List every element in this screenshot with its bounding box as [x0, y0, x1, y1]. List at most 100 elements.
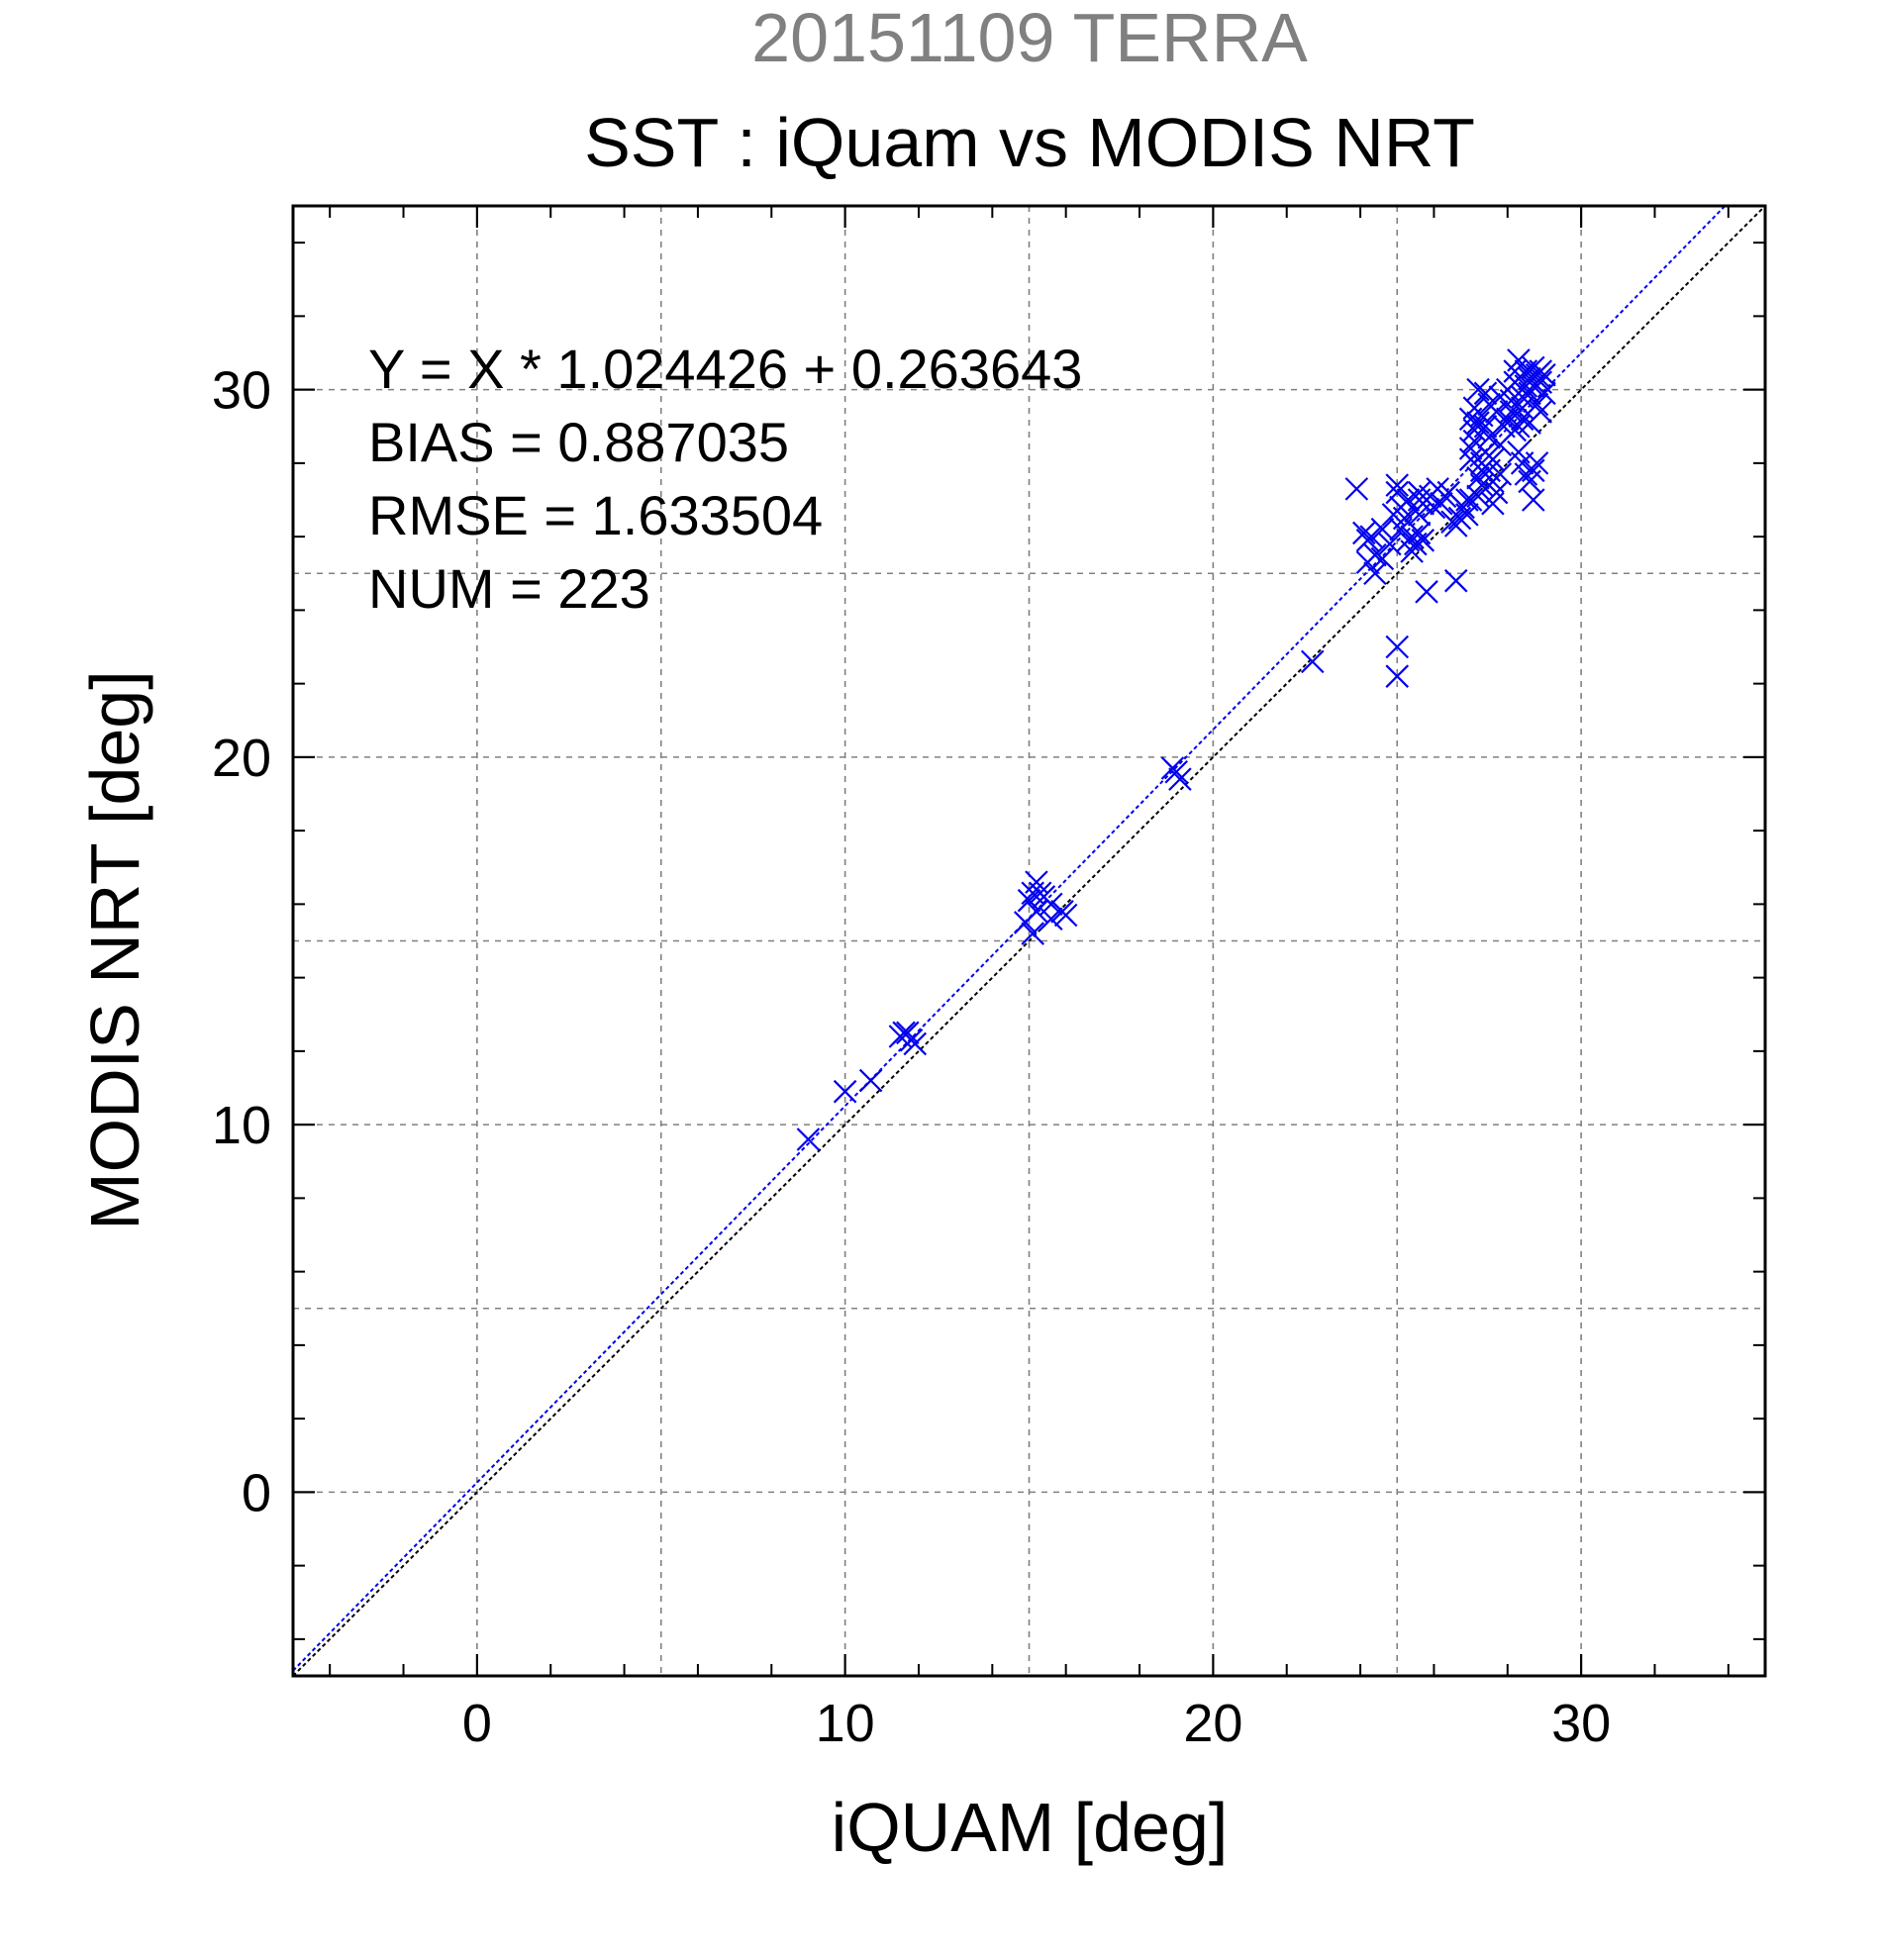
data-point-stroke-b: [903, 1031, 928, 1056]
data-point-stroke-b: [1481, 491, 1505, 516]
data-point: [1525, 451, 1549, 475]
data-point: [1363, 561, 1387, 586]
data-point: [1510, 396, 1534, 420]
tick-labels: 0 10 20 30 0 10 20 30: [212, 361, 1611, 1753]
data-point-stroke-b: [1385, 473, 1410, 497]
data-point-stroke-b: [1507, 440, 1531, 464]
data-point: [1370, 517, 1395, 541]
data-point: [1021, 922, 1044, 945]
data-point-stroke-b: [1533, 362, 1556, 387]
data-point: [1407, 521, 1432, 545]
data-point: [1378, 532, 1402, 556]
data-point: [1466, 377, 1490, 402]
x-tick-label: 20: [1183, 1694, 1242, 1753]
data-point: [1518, 411, 1541, 435]
data-point: [1469, 403, 1494, 428]
data-point-stroke-b: [1164, 759, 1188, 784]
data-point-stroke-b: [1522, 458, 1545, 483]
data-point: [833, 1079, 857, 1104]
plot-frame: [291, 204, 1767, 1678]
y-tick-label: 0: [242, 1463, 271, 1522]
data-point: [1407, 503, 1432, 527]
data-point-stroke-b: [1032, 885, 1056, 909]
data-point-stroke-b: [1363, 561, 1387, 586]
data-point-stroke-b: [1407, 521, 1432, 545]
data-point-stroke-b: [1477, 426, 1501, 449]
data-point-stroke-b: [1385, 664, 1410, 688]
data-point: [1443, 568, 1468, 593]
data-point: [1522, 488, 1545, 512]
data-point: [1522, 355, 1545, 380]
data-point-stroke-b: [1477, 458, 1501, 483]
data-point: [1458, 437, 1483, 460]
data-point-stroke-b: [1466, 411, 1490, 435]
minor-ticks: [293, 206, 1765, 1676]
data-point-stroke-b: [1525, 451, 1549, 475]
data-point-stroke-b: [1363, 542, 1387, 567]
data-point-stroke-b: [1396, 488, 1421, 512]
data-point: [1352, 521, 1376, 545]
data-point-stroke-b: [1025, 870, 1048, 894]
data-point-stroke-b: [896, 1021, 920, 1045]
stats-bias: BIAS = 0.887035: [368, 411, 789, 473]
stats-box: Y = X * 1.024426 + 0.263643 BIAS = 0.887…: [368, 338, 1082, 620]
chart-subtitle: SST : iQuam vs MODIS NRT: [584, 104, 1475, 181]
data-point: [1025, 900, 1048, 924]
y-tick-label: 10: [212, 1096, 271, 1155]
data-point-stroke-b: [1370, 546, 1395, 571]
data-point: [1533, 381, 1556, 406]
data-point: [1473, 381, 1498, 406]
data-point: [1533, 362, 1556, 387]
data-point: [1411, 529, 1436, 552]
data-point: [1458, 488, 1483, 512]
data-point-stroke-b: [1510, 407, 1534, 432]
data-point-stroke-b: [1436, 480, 1461, 505]
data-point: [1522, 458, 1545, 483]
data-point-stroke-b: [1518, 411, 1541, 435]
data-point-stroke-b: [1462, 429, 1487, 453]
data-point-stroke-b: [1533, 381, 1556, 406]
data-point-stroke-b: [1507, 348, 1531, 372]
data-point-stroke-b: [1385, 480, 1410, 505]
data-point: [1053, 903, 1078, 928]
data-point-stroke-b: [1411, 529, 1436, 552]
data-point-stroke-b: [1522, 355, 1545, 380]
data-point: [1370, 546, 1395, 571]
y-axis-label: MODIS NRT [deg]: [76, 670, 153, 1229]
data-point-stroke-b: [1040, 907, 1063, 931]
x-tick-label: 30: [1551, 1694, 1611, 1753]
data-point-stroke-b: [1430, 491, 1453, 516]
data-point: [1488, 462, 1513, 486]
data-point: [858, 1068, 883, 1093]
data-point: [1385, 480, 1410, 505]
data-point: [1032, 885, 1056, 909]
data-point-stroke-b: [1455, 503, 1479, 527]
data-point-stroke-b: [858, 1068, 883, 1093]
data-point: [1507, 348, 1531, 372]
data-point-stroke-b: [1466, 377, 1490, 402]
data-point-stroke-b: [796, 1127, 821, 1151]
data-point: [903, 1031, 928, 1056]
x-tick-label: 0: [462, 1694, 492, 1753]
data-point-stroke-b: [1389, 517, 1413, 541]
data-point: [1503, 418, 1527, 442]
data-point: [1510, 407, 1534, 432]
data-point-stroke-b: [1025, 900, 1048, 924]
stats-rmse: RMSE = 1.633504: [368, 484, 823, 546]
data-point-stroke-b: [1407, 503, 1432, 527]
data-point-stroke-b: [1469, 403, 1494, 428]
data-point: [1430, 491, 1453, 516]
data-point-stroke-b: [833, 1079, 857, 1104]
data-point-stroke-b: [1359, 525, 1384, 548]
y-tick-label: 30: [212, 361, 271, 421]
data-point-stroke-b: [1300, 649, 1325, 674]
data-point: [1385, 473, 1410, 497]
data-point-stroke-b: [1458, 437, 1483, 460]
data-point: [1385, 635, 1410, 659]
data-point-stroke-b: [1529, 370, 1553, 394]
data-points: [796, 348, 1556, 1151]
data-point-stroke-b: [1522, 488, 1545, 512]
data-point: [1168, 767, 1192, 791]
data-point: [1363, 542, 1387, 567]
